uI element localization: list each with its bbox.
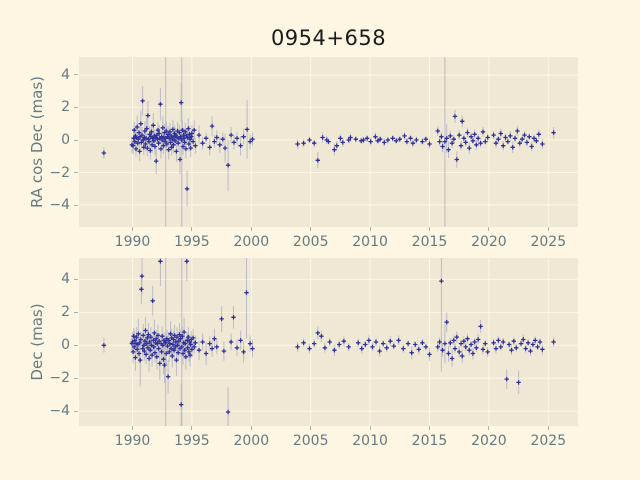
y-tick-mark bbox=[74, 106, 78, 108]
y-tick-mark bbox=[74, 410, 78, 412]
x-tick-label: 2000 bbox=[233, 234, 270, 250]
y-tick-mark bbox=[74, 278, 78, 280]
x-tick-label: 2005 bbox=[292, 234, 329, 250]
y-tick-mark bbox=[74, 377, 78, 379]
dec-axes bbox=[79, 258, 578, 426]
y-tick-label: −4 bbox=[49, 403, 70, 420]
x-tick-label: 2005 bbox=[292, 433, 329, 449]
chart-title: 0954+658 bbox=[270, 26, 387, 50]
x-tick-label: 2025 bbox=[530, 433, 567, 449]
x-tick-mark bbox=[310, 227, 312, 231]
y-tick-label: 2 bbox=[61, 304, 70, 321]
y-tick-mark bbox=[74, 172, 78, 173]
y-tick-label: 0 bbox=[61, 337, 70, 354]
x-tick-label: 2000 bbox=[233, 433, 270, 449]
y-tick-mark bbox=[74, 204, 78, 206]
y-tick-label: −2 bbox=[49, 164, 70, 181]
x-tick-label: 1995 bbox=[174, 234, 210, 250]
x-tick-label: 1995 bbox=[174, 433, 210, 449]
x-tick-mark bbox=[429, 426, 430, 430]
x-tick-label: 1990 bbox=[114, 433, 151, 449]
x-tick-label: 2015 bbox=[411, 234, 448, 250]
y-tick-mark bbox=[74, 344, 78, 346]
x-tick-label: 2020 bbox=[471, 234, 507, 250]
x-tick-label: 1990 bbox=[114, 234, 151, 250]
x-tick-mark bbox=[488, 227, 490, 231]
y-tick-mark bbox=[74, 311, 78, 313]
x-tick-label: 2015 bbox=[411, 433, 448, 449]
data-points-layer bbox=[101, 98, 556, 191]
dec-plot-canvas bbox=[79, 258, 578, 426]
x-tick-mark bbox=[547, 426, 549, 430]
x-tick-mark bbox=[488, 426, 490, 430]
y-gridlines bbox=[79, 278, 578, 412]
y-tick-mark bbox=[74, 74, 78, 76]
x-tick-mark bbox=[429, 227, 430, 231]
x-tick-mark bbox=[250, 426, 252, 430]
y-tick-label: 4 bbox=[61, 271, 70, 288]
y-tick-label: 0 bbox=[61, 132, 70, 148]
x-tick-mark bbox=[369, 426, 371, 430]
y-tick-label: −2 bbox=[49, 370, 70, 387]
y-tick-mark bbox=[74, 139, 78, 141]
x-tick-mark bbox=[369, 227, 371, 231]
x-tick-mark bbox=[191, 426, 193, 430]
ra-cos-dec-plot-canvas bbox=[79, 57, 578, 227]
y-tick-label: −4 bbox=[49, 197, 70, 213]
ra-cos-dec-axes bbox=[79, 57, 578, 227]
x-tick-label: 2025 bbox=[530, 234, 567, 250]
data-points-layer bbox=[101, 259, 556, 415]
y-tick-label: 4 bbox=[61, 66, 70, 83]
y-tick-label: 2 bbox=[61, 99, 70, 116]
x-tick-label: 2010 bbox=[352, 234, 388, 250]
x-tick-mark bbox=[547, 227, 549, 231]
x-tick-mark bbox=[191, 227, 193, 231]
x-tick-label: 2020 bbox=[471, 433, 507, 449]
x-tick-mark bbox=[250, 227, 252, 231]
x-tick-mark bbox=[310, 426, 312, 430]
x-tick-mark bbox=[132, 227, 133, 231]
x-tick-label: 2010 bbox=[352, 433, 388, 449]
x-tick-mark bbox=[132, 426, 133, 430]
